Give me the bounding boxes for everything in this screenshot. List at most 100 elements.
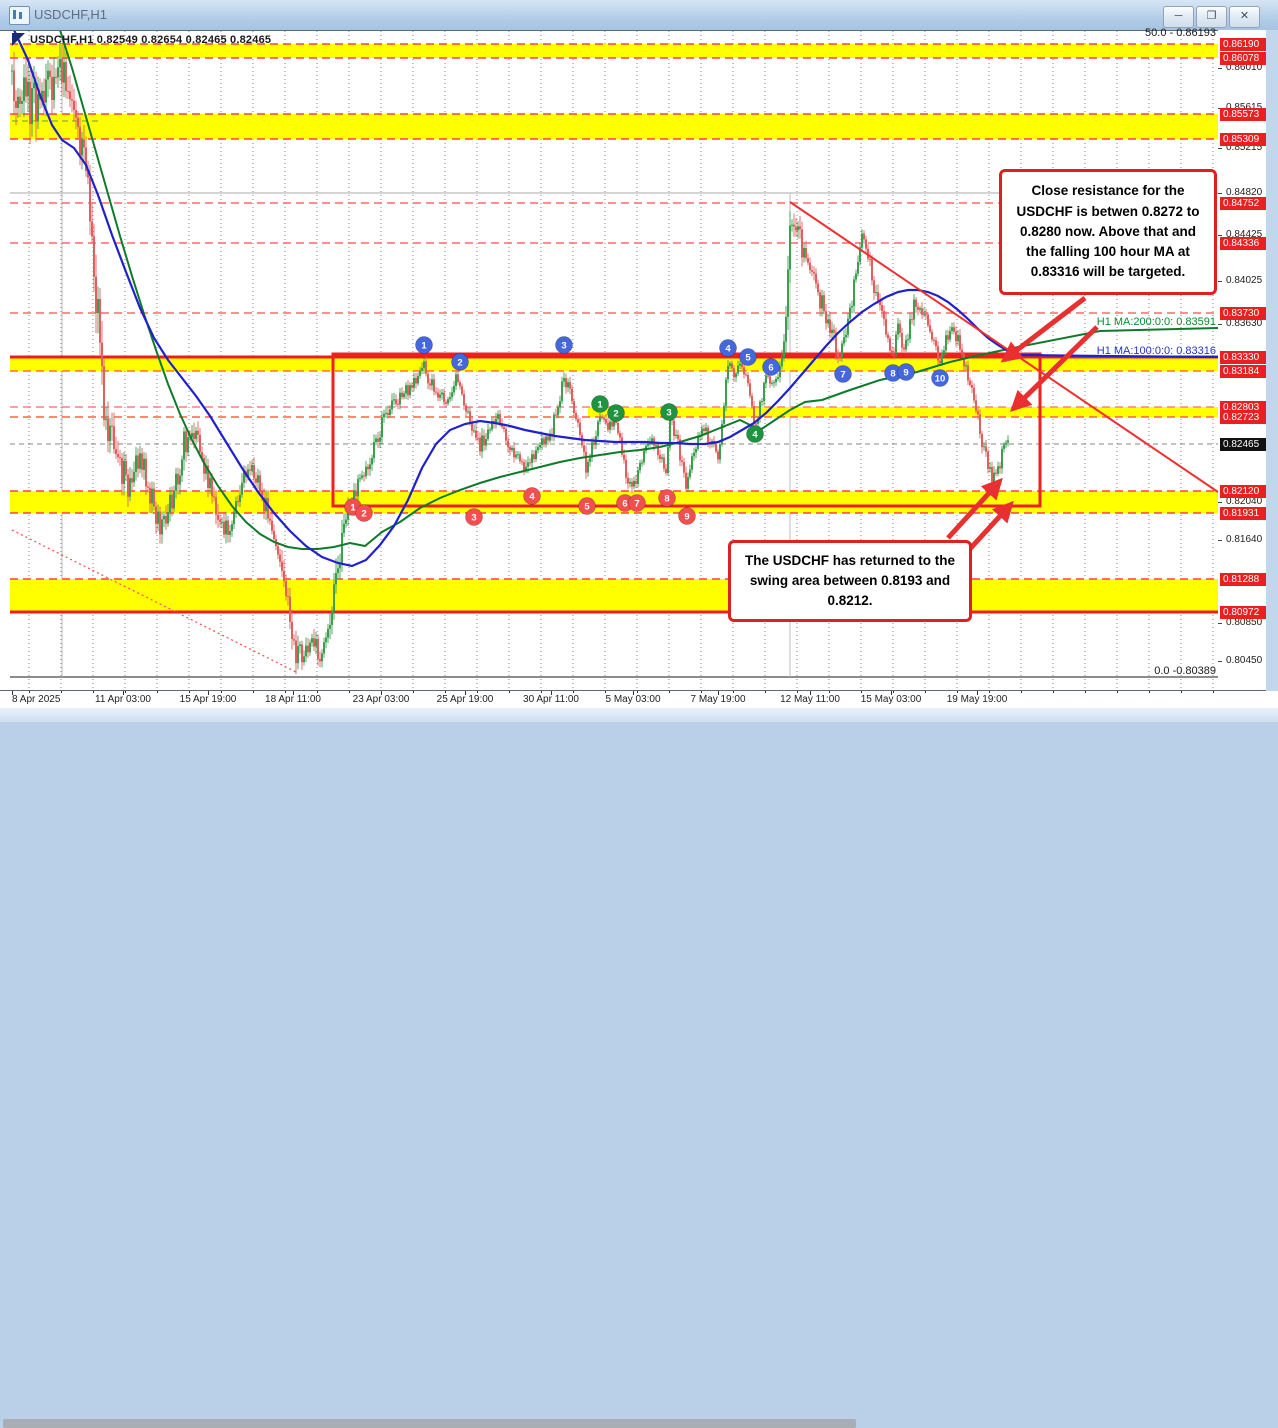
price-level-tag: 0.85573 xyxy=(1220,108,1266,121)
time-tick-minor xyxy=(1181,691,1182,693)
time-tick-minor xyxy=(1021,691,1022,693)
time-tick-minor xyxy=(93,691,94,693)
price-axis[interactable]: 0.860100.856150.852150.848200.844250.840… xyxy=(1218,30,1266,690)
window-right-border xyxy=(1266,30,1278,706)
svg-text:9: 9 xyxy=(903,367,908,378)
price-tick xyxy=(1218,540,1222,541)
time-tick-minor xyxy=(125,691,126,693)
time-tick-minor xyxy=(733,691,734,693)
svg-text:9: 9 xyxy=(684,511,689,522)
time-tick-minor xyxy=(157,691,158,693)
time-tick-major xyxy=(12,691,13,695)
current-price-tag: 0.82465 xyxy=(1220,438,1266,451)
price-tick xyxy=(1218,324,1222,325)
svg-text:4: 4 xyxy=(529,491,535,502)
time-tick-minor xyxy=(637,691,638,693)
time-tick-minor xyxy=(765,691,766,693)
time-tick-major xyxy=(891,691,892,695)
ohlc-readout: USDCHF,H1 0.82549 0.82654 0.82465 0.8246… xyxy=(30,34,271,46)
resistance-note-box[interactable]: Close resistance for the USDCHF is betwe… xyxy=(999,169,1217,295)
price-level-tag: 0.80972 xyxy=(1220,606,1266,619)
time-tick-label: 15 May 03:00 xyxy=(861,694,922,705)
time-tick-minor xyxy=(253,691,254,693)
svg-text:7: 7 xyxy=(634,498,639,509)
time-tick-label: 30 Apr 11:00 xyxy=(523,694,579,705)
price-level-tag: 0.86078 xyxy=(1220,52,1266,65)
ma100-label: H1 MA:100:0:0: 0.83316 xyxy=(956,345,1216,357)
svg-text:5: 5 xyxy=(584,501,590,512)
horizontal-scrollbar-thumb[interactable] xyxy=(3,1419,856,1428)
price-level-tag: 0.83730 xyxy=(1220,307,1266,320)
time-tick-major xyxy=(208,691,209,695)
time-tick-minor xyxy=(381,691,382,693)
time-tick-minor xyxy=(1213,691,1214,693)
time-tick-minor xyxy=(925,691,926,693)
time-tick-major xyxy=(465,691,466,695)
price-tick xyxy=(1218,281,1222,282)
price-level-tag: 0.82120 xyxy=(1220,485,1266,498)
price-tick-label: 0.80450 xyxy=(1226,655,1262,666)
price-level-tag: 0.86190 xyxy=(1220,38,1266,51)
price-tick-label: 0.84025 xyxy=(1226,275,1262,286)
swing-area-band xyxy=(10,114,1218,139)
time-tick-minor xyxy=(669,691,670,693)
svg-text:4: 4 xyxy=(725,343,731,354)
price-tick-label: 0.80850 xyxy=(1226,617,1262,628)
swing-area-note-box[interactable]: The USDCHF has returned to the swing are… xyxy=(728,540,972,622)
price-level-tag: 0.85309 xyxy=(1220,133,1266,146)
ma200-label: H1 MA:200:0:0: 0.83591 xyxy=(956,316,1216,328)
price-tick xyxy=(1218,148,1222,149)
swing-area-band xyxy=(10,491,1218,513)
time-tick-minor xyxy=(1117,691,1118,693)
time-tick-label: 12 May 11:00 xyxy=(780,694,840,705)
time-tick-label: 8 Apr 2025 xyxy=(12,694,60,705)
time-tick-minor xyxy=(829,691,830,693)
price-tick xyxy=(1218,193,1222,194)
time-tick-major xyxy=(810,691,811,695)
fib-0-label: 0.0 -0.80389 xyxy=(996,665,1216,677)
time-tick-minor xyxy=(989,691,990,693)
ma-100-line xyxy=(14,30,1218,566)
time-tick-minor xyxy=(957,691,958,693)
time-tick-minor xyxy=(861,691,862,693)
time-tick-minor xyxy=(1085,691,1086,693)
time-tick-label: 5 May 03:00 xyxy=(605,694,660,705)
time-tick-minor xyxy=(61,691,62,693)
time-tick-minor xyxy=(413,691,414,693)
time-tick-major xyxy=(551,691,552,695)
bottom-scrollbar-track[interactable] xyxy=(0,708,1278,722)
price-tick-label: 0.81640 xyxy=(1226,534,1262,545)
price-tick xyxy=(1218,68,1222,69)
svg-text:4: 4 xyxy=(752,429,758,440)
swing-area-band xyxy=(10,579,1218,612)
svg-text:1: 1 xyxy=(597,399,603,410)
time-tick-minor xyxy=(893,691,894,693)
time-tick-label: 15 Apr 19:00 xyxy=(180,694,237,705)
svg-text:5: 5 xyxy=(745,352,751,363)
price-level-tag: 0.81931 xyxy=(1220,507,1266,520)
time-tick-label: 23 Apr 03:00 xyxy=(353,694,410,705)
svg-text:2: 2 xyxy=(457,357,462,368)
time-tick-minor xyxy=(541,691,542,693)
price-tick xyxy=(1218,502,1222,503)
svg-text:3: 3 xyxy=(471,512,476,523)
time-tick-major xyxy=(633,691,634,695)
time-tick-minor xyxy=(317,691,318,693)
price-tick xyxy=(1218,623,1222,624)
swing-area-band xyxy=(10,44,1218,58)
svg-text:3: 3 xyxy=(561,340,566,351)
time-tick-label: 11 Apr 03:00 xyxy=(95,694,151,705)
time-tick-label: 25 Apr 19:00 xyxy=(437,694,494,705)
price-level-tag: 0.84336 xyxy=(1220,237,1266,250)
swing-area-band xyxy=(588,407,1218,417)
svg-text:2: 2 xyxy=(361,508,366,519)
time-tick-minor xyxy=(573,691,574,693)
time-tick-minor xyxy=(1149,691,1150,693)
fib-50-label: 50.0 - 0.86193 xyxy=(996,27,1216,39)
time-tick-minor xyxy=(445,691,446,693)
price-level-tag: 0.82723 xyxy=(1220,411,1266,424)
